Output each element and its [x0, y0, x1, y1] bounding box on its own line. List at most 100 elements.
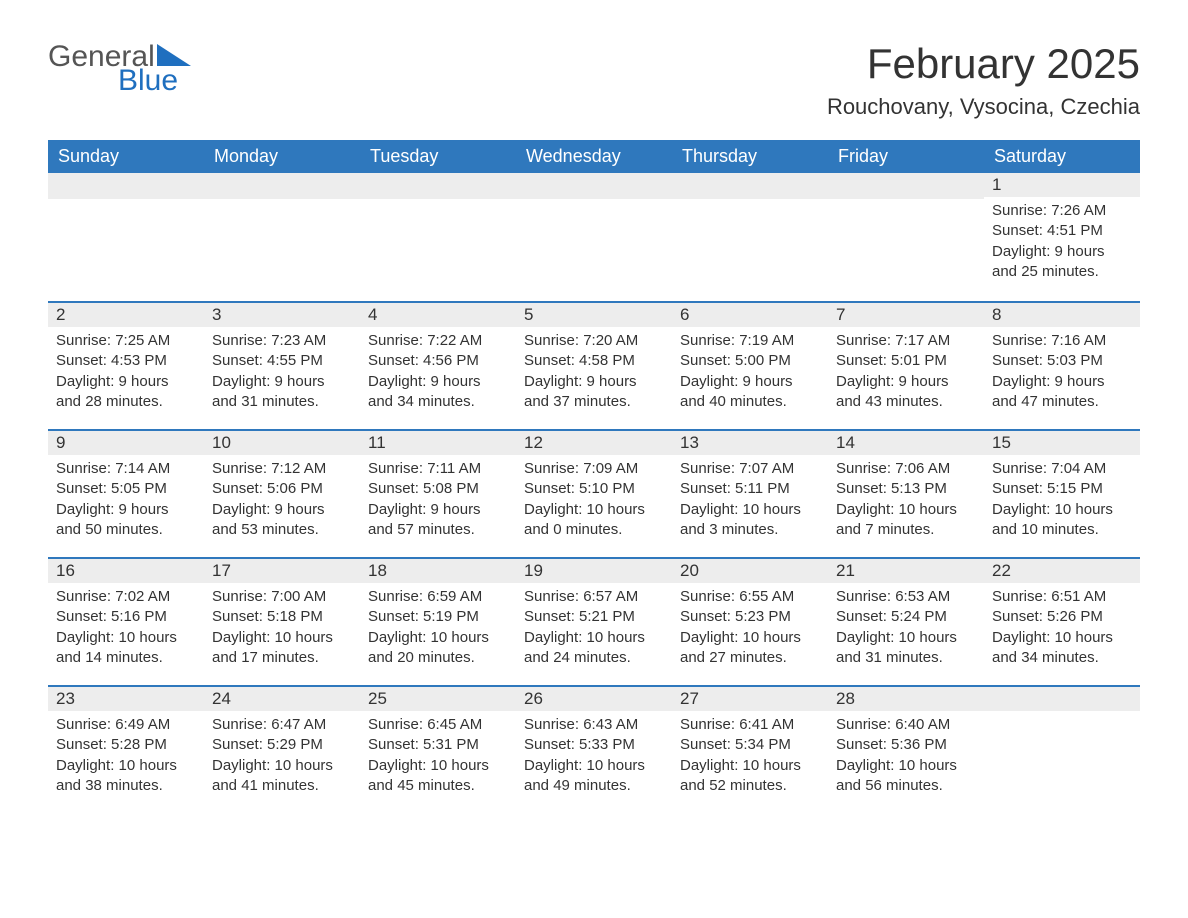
day-details: Sunrise: 6:57 AMSunset: 5:21 PMDaylight:…	[516, 583, 672, 678]
sunset-line: Sunset: 5:21 PM	[524, 607, 664, 627]
day-number: 17	[204, 557, 360, 583]
day-details: Sunrise: 6:59 AMSunset: 5:19 PMDaylight:…	[360, 583, 516, 678]
day-number: 5	[516, 301, 672, 327]
sunset-line: Sunset: 4:51 PM	[992, 221, 1132, 241]
sunset-line: Sunset: 5:06 PM	[212, 479, 352, 499]
calendar-empty-cell	[984, 685, 1140, 813]
daylight-line: Daylight: 10 hours and 14 minutes.	[56, 628, 196, 669]
day-number: 8	[984, 301, 1140, 327]
calendar-week-row: 2Sunrise: 7:25 AMSunset: 4:53 PMDaylight…	[48, 301, 1140, 429]
location-subtitle: Rouchovany, Vysocina, Czechia	[827, 94, 1140, 120]
sunrise-line: Sunrise: 6:47 AM	[212, 715, 352, 735]
sunset-line: Sunset: 4:55 PM	[212, 351, 352, 371]
daylight-line: Daylight: 10 hours and 24 minutes.	[524, 628, 664, 669]
day-details: Sunrise: 7:23 AMSunset: 4:55 PMDaylight:…	[204, 327, 360, 422]
calendar-empty-cell	[672, 173, 828, 301]
sunrise-line: Sunrise: 7:12 AM	[212, 459, 352, 479]
weekday-header: Friday	[828, 140, 984, 173]
calendar-week-row: 1Sunrise: 7:26 AMSunset: 4:51 PMDaylight…	[48, 173, 1140, 301]
empty-day-strip	[516, 173, 672, 199]
daylight-line: Daylight: 9 hours and 53 minutes.	[212, 500, 352, 541]
day-number: 15	[984, 429, 1140, 455]
sunrise-line: Sunrise: 7:14 AM	[56, 459, 196, 479]
daylight-line: Daylight: 10 hours and 56 minutes.	[836, 756, 976, 797]
calendar-day-cell: 3Sunrise: 7:23 AMSunset: 4:55 PMDaylight…	[204, 301, 360, 429]
calendar-day-cell: 14Sunrise: 7:06 AMSunset: 5:13 PMDayligh…	[828, 429, 984, 557]
logo-word-2: Blue	[118, 64, 178, 98]
sunrise-line: Sunrise: 7:07 AM	[680, 459, 820, 479]
sunset-line: Sunset: 5:34 PM	[680, 735, 820, 755]
day-number: 16	[48, 557, 204, 583]
sunrise-line: Sunrise: 6:51 AM	[992, 587, 1132, 607]
day-details: Sunrise: 7:11 AMSunset: 5:08 PMDaylight:…	[360, 455, 516, 550]
sunrise-line: Sunrise: 6:43 AM	[524, 715, 664, 735]
weekday-header: Wednesday	[516, 140, 672, 173]
calendar-day-cell: 17Sunrise: 7:00 AMSunset: 5:18 PMDayligh…	[204, 557, 360, 685]
day-number: 4	[360, 301, 516, 327]
day-number: 10	[204, 429, 360, 455]
calendar-day-cell: 15Sunrise: 7:04 AMSunset: 5:15 PMDayligh…	[984, 429, 1140, 557]
day-details: Sunrise: 7:26 AMSunset: 4:51 PMDaylight:…	[984, 197, 1140, 292]
day-number: 28	[828, 685, 984, 711]
day-details: Sunrise: 7:16 AMSunset: 5:03 PMDaylight:…	[984, 327, 1140, 422]
daylight-line: Daylight: 9 hours and 31 minutes.	[212, 372, 352, 413]
sunrise-line: Sunrise: 7:26 AM	[992, 201, 1132, 221]
sunset-line: Sunset: 5:00 PM	[680, 351, 820, 371]
day-number: 2	[48, 301, 204, 327]
daylight-line: Daylight: 10 hours and 45 minutes.	[368, 756, 508, 797]
sunrise-line: Sunrise: 7:22 AM	[368, 331, 508, 351]
calendar-week-row: 9Sunrise: 7:14 AMSunset: 5:05 PMDaylight…	[48, 429, 1140, 557]
day-details: Sunrise: 6:40 AMSunset: 5:36 PMDaylight:…	[828, 711, 984, 806]
day-details: Sunrise: 7:19 AMSunset: 5:00 PMDaylight:…	[672, 327, 828, 422]
title-block: February 2025 Rouchovany, Vysocina, Czec…	[827, 40, 1140, 120]
sunrise-line: Sunrise: 7:04 AM	[992, 459, 1132, 479]
calendar-week-row: 16Sunrise: 7:02 AMSunset: 5:16 PMDayligh…	[48, 557, 1140, 685]
day-number: 23	[48, 685, 204, 711]
day-details: Sunrise: 7:25 AMSunset: 4:53 PMDaylight:…	[48, 327, 204, 422]
empty-day-strip	[984, 685, 1140, 711]
calendar-empty-cell	[828, 173, 984, 301]
sunrise-line: Sunrise: 6:40 AM	[836, 715, 976, 735]
calendar-day-cell: 6Sunrise: 7:19 AMSunset: 5:00 PMDaylight…	[672, 301, 828, 429]
day-details: Sunrise: 7:20 AMSunset: 4:58 PMDaylight:…	[516, 327, 672, 422]
sunset-line: Sunset: 5:18 PM	[212, 607, 352, 627]
calendar-day-cell: 1Sunrise: 7:26 AMSunset: 4:51 PMDaylight…	[984, 173, 1140, 301]
calendar-day-cell: 19Sunrise: 6:57 AMSunset: 5:21 PMDayligh…	[516, 557, 672, 685]
sunset-line: Sunset: 5:10 PM	[524, 479, 664, 499]
daylight-line: Daylight: 9 hours and 40 minutes.	[680, 372, 820, 413]
calendar-day-cell: 5Sunrise: 7:20 AMSunset: 4:58 PMDaylight…	[516, 301, 672, 429]
weekday-header: Saturday	[984, 140, 1140, 173]
day-details: Sunrise: 6:45 AMSunset: 5:31 PMDaylight:…	[360, 711, 516, 806]
calendar-day-cell: 9Sunrise: 7:14 AMSunset: 5:05 PMDaylight…	[48, 429, 204, 557]
day-number: 11	[360, 429, 516, 455]
daylight-line: Daylight: 9 hours and 25 minutes.	[992, 242, 1132, 283]
daylight-line: Daylight: 9 hours and 50 minutes.	[56, 500, 196, 541]
sunset-line: Sunset: 5:05 PM	[56, 479, 196, 499]
sunrise-line: Sunrise: 7:06 AM	[836, 459, 976, 479]
daylight-line: Daylight: 10 hours and 41 minutes.	[212, 756, 352, 797]
day-number: 6	[672, 301, 828, 327]
calendar-day-cell: 27Sunrise: 6:41 AMSunset: 5:34 PMDayligh…	[672, 685, 828, 813]
sunset-line: Sunset: 5:16 PM	[56, 607, 196, 627]
day-number: 14	[828, 429, 984, 455]
calendar-day-cell: 16Sunrise: 7:02 AMSunset: 5:16 PMDayligh…	[48, 557, 204, 685]
daylight-line: Daylight: 9 hours and 28 minutes.	[56, 372, 196, 413]
day-details: Sunrise: 6:55 AMSunset: 5:23 PMDaylight:…	[672, 583, 828, 678]
sunset-line: Sunset: 5:24 PM	[836, 607, 976, 627]
weekday-header: Sunday	[48, 140, 204, 173]
sunset-line: Sunset: 4:53 PM	[56, 351, 196, 371]
sunset-line: Sunset: 4:56 PM	[368, 351, 508, 371]
calendar-empty-cell	[204, 173, 360, 301]
daylight-line: Daylight: 10 hours and 27 minutes.	[680, 628, 820, 669]
day-details: Sunrise: 7:06 AMSunset: 5:13 PMDaylight:…	[828, 455, 984, 550]
calendar-day-cell: 7Sunrise: 7:17 AMSunset: 5:01 PMDaylight…	[828, 301, 984, 429]
sunset-line: Sunset: 5:36 PM	[836, 735, 976, 755]
day-details: Sunrise: 7:04 AMSunset: 5:15 PMDaylight:…	[984, 455, 1140, 550]
calendar-day-cell: 13Sunrise: 7:07 AMSunset: 5:11 PMDayligh…	[672, 429, 828, 557]
calendar-day-cell: 24Sunrise: 6:47 AMSunset: 5:29 PMDayligh…	[204, 685, 360, 813]
daylight-line: Daylight: 9 hours and 57 minutes.	[368, 500, 508, 541]
daylight-line: Daylight: 10 hours and 38 minutes.	[56, 756, 196, 797]
calendar-day-cell: 12Sunrise: 7:09 AMSunset: 5:10 PMDayligh…	[516, 429, 672, 557]
day-details: Sunrise: 6:51 AMSunset: 5:26 PMDaylight:…	[984, 583, 1140, 678]
daylight-line: Daylight: 9 hours and 47 minutes.	[992, 372, 1132, 413]
